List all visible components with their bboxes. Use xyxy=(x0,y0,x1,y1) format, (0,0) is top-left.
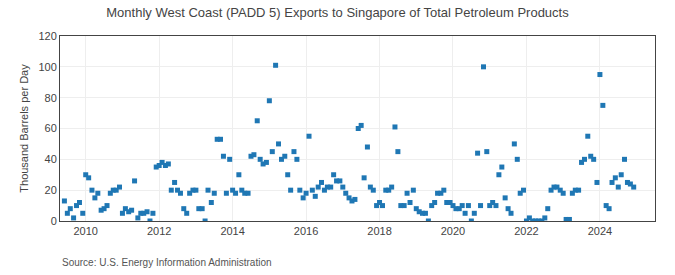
svg-text:2018: 2018 xyxy=(367,225,391,237)
svg-text:60: 60 xyxy=(45,122,57,134)
svg-text:40: 40 xyxy=(45,153,57,165)
svg-text:2020: 2020 xyxy=(441,225,465,237)
svg-text:Monthly West Coast (PADD 5) Ex: Monthly West Coast (PADD 5) Exports to S… xyxy=(106,5,569,20)
svg-text:0: 0 xyxy=(51,215,57,227)
svg-text:2014: 2014 xyxy=(220,225,244,237)
svg-text:2012: 2012 xyxy=(147,225,171,237)
svg-text:2016: 2016 xyxy=(294,225,318,237)
svg-text:2024: 2024 xyxy=(588,225,612,237)
svg-text:100: 100 xyxy=(38,61,56,73)
svg-text:20: 20 xyxy=(45,184,57,196)
svg-text:2022: 2022 xyxy=(514,225,538,237)
svg-text:80: 80 xyxy=(45,92,57,104)
svg-text:Source: U.S. Energy Informatio: Source: U.S. Energy Information Administ… xyxy=(62,257,272,268)
svg-text:2010: 2010 xyxy=(73,225,97,237)
svg-text:Thousand Barrels per Day: Thousand Barrels per Day xyxy=(18,64,30,193)
svg-text:120: 120 xyxy=(38,30,56,42)
